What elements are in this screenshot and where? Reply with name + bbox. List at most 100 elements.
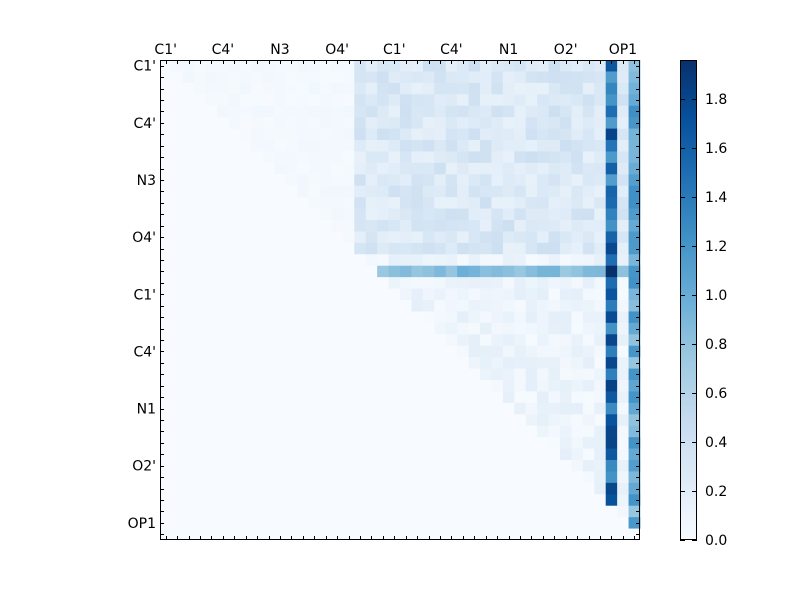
heatmap-cell xyxy=(320,311,332,324)
heatmap-cell xyxy=(457,60,469,72)
heatmap-cell xyxy=(182,300,195,312)
heatmap-cell xyxy=(422,254,435,267)
heatmap-cell xyxy=(320,391,332,404)
heatmap-cell xyxy=(217,357,229,369)
heatmap-cell xyxy=(320,254,332,267)
heatmap-cell xyxy=(251,300,264,312)
heatmap-cell xyxy=(160,425,172,438)
heatmap-cell xyxy=(240,368,252,381)
heatmap-cell xyxy=(285,402,298,415)
heatmap-cell xyxy=(468,231,481,244)
heatmap-cell xyxy=(468,140,481,152)
heatmap-cell xyxy=(400,208,412,221)
heatmap-cell xyxy=(480,437,492,449)
heatmap-cell xyxy=(548,482,561,495)
heatmap-cell xyxy=(571,288,584,301)
heatmap-cell xyxy=(274,94,287,107)
heatmap-cell xyxy=(205,402,218,415)
heatmap-cell xyxy=(571,357,584,369)
heatmap-cell xyxy=(445,357,458,369)
heatmap-cell xyxy=(582,345,595,358)
heatmap-cell xyxy=(205,437,218,449)
heatmap-cell xyxy=(457,528,469,541)
heatmap-cell xyxy=(400,311,412,324)
heatmap-cell xyxy=(331,162,344,175)
heatmap-cell xyxy=(617,231,629,244)
heatmap-cell xyxy=(182,151,195,164)
heatmap-cell xyxy=(274,528,287,541)
heatmap-cell xyxy=(571,208,584,221)
heatmap-cell xyxy=(468,368,481,381)
heatmap-cell xyxy=(377,288,389,301)
heatmap-cell xyxy=(354,185,367,198)
heatmap-cell xyxy=(171,151,184,164)
heatmap-cell xyxy=(537,357,549,369)
heatmap-cell xyxy=(628,220,641,232)
heatmap-cell xyxy=(182,254,195,267)
heatmap-cell xyxy=(354,60,367,72)
heatmap-cell xyxy=(171,254,184,267)
heatmap-cell xyxy=(205,334,218,347)
heatmap-cell xyxy=(171,322,184,335)
heatmap-cell xyxy=(182,345,195,358)
heatmap-cell xyxy=(354,231,367,244)
heatmap-cell xyxy=(400,414,412,427)
heatmap-cell xyxy=(320,345,332,358)
heatmap-cell xyxy=(182,425,195,438)
heatmap-cell xyxy=(525,471,538,484)
heatmap-cell xyxy=(411,197,424,209)
heatmap-cell xyxy=(548,277,561,289)
heatmap-cell xyxy=(434,505,447,518)
heatmap-cell xyxy=(548,254,561,267)
heatmap-cell xyxy=(525,334,538,347)
heatmap-cell xyxy=(205,220,218,232)
heatmap-cell xyxy=(331,128,344,141)
heatmap-cell xyxy=(388,242,401,255)
heatmap-cell xyxy=(297,197,309,209)
heatmap-cell xyxy=(274,60,287,72)
heatmap-cell xyxy=(594,425,607,438)
heatmap-cell xyxy=(160,151,172,164)
heatmap-cell xyxy=(354,288,367,301)
x-tick-label: N1 xyxy=(499,42,518,58)
heatmap-cell xyxy=(297,242,309,255)
heatmap-cell xyxy=(388,357,401,369)
heatmap-cell xyxy=(445,528,458,541)
heatmap-cell xyxy=(502,345,515,358)
heatmap-cell xyxy=(365,174,378,187)
heatmap-cell xyxy=(262,482,275,495)
heatmap-cell xyxy=(605,71,618,84)
heatmap-cell xyxy=(194,94,207,107)
heatmap-cell xyxy=(400,380,412,392)
heatmap-cell xyxy=(194,151,207,164)
colorbar-tick-label: 1.8 xyxy=(705,92,727,108)
heatmap-cell xyxy=(537,402,549,415)
y-tick-label: C1' xyxy=(133,59,156,75)
heatmap-cell xyxy=(217,60,229,72)
heatmap-cell xyxy=(182,471,195,484)
heatmap-cell xyxy=(445,231,458,244)
heatmap-cell xyxy=(434,220,447,232)
heatmap-cell xyxy=(297,448,309,461)
heatmap-cell xyxy=(617,105,629,118)
heatmap-cell xyxy=(365,368,378,381)
heatmap-cell xyxy=(480,71,492,84)
heatmap-cell xyxy=(171,277,184,289)
heatmap-cell xyxy=(251,162,264,175)
heatmap-cell xyxy=(240,482,252,495)
heatmap-cell xyxy=(240,380,252,392)
heatmap-cell xyxy=(297,220,309,232)
heatmap-cell xyxy=(457,380,469,392)
heatmap-cell xyxy=(365,265,378,278)
heatmap-cell xyxy=(422,162,435,175)
heatmap-cell xyxy=(194,494,207,507)
x-tick-label: C4' xyxy=(212,42,235,58)
heatmap-cell xyxy=(411,242,424,255)
heatmap-cell xyxy=(205,517,218,529)
heatmap-cell xyxy=(560,460,572,472)
heatmap-cell xyxy=(480,208,492,221)
heatmap-cell xyxy=(491,277,504,289)
heatmap-cell xyxy=(491,528,504,541)
heatmap-cell xyxy=(228,471,241,484)
